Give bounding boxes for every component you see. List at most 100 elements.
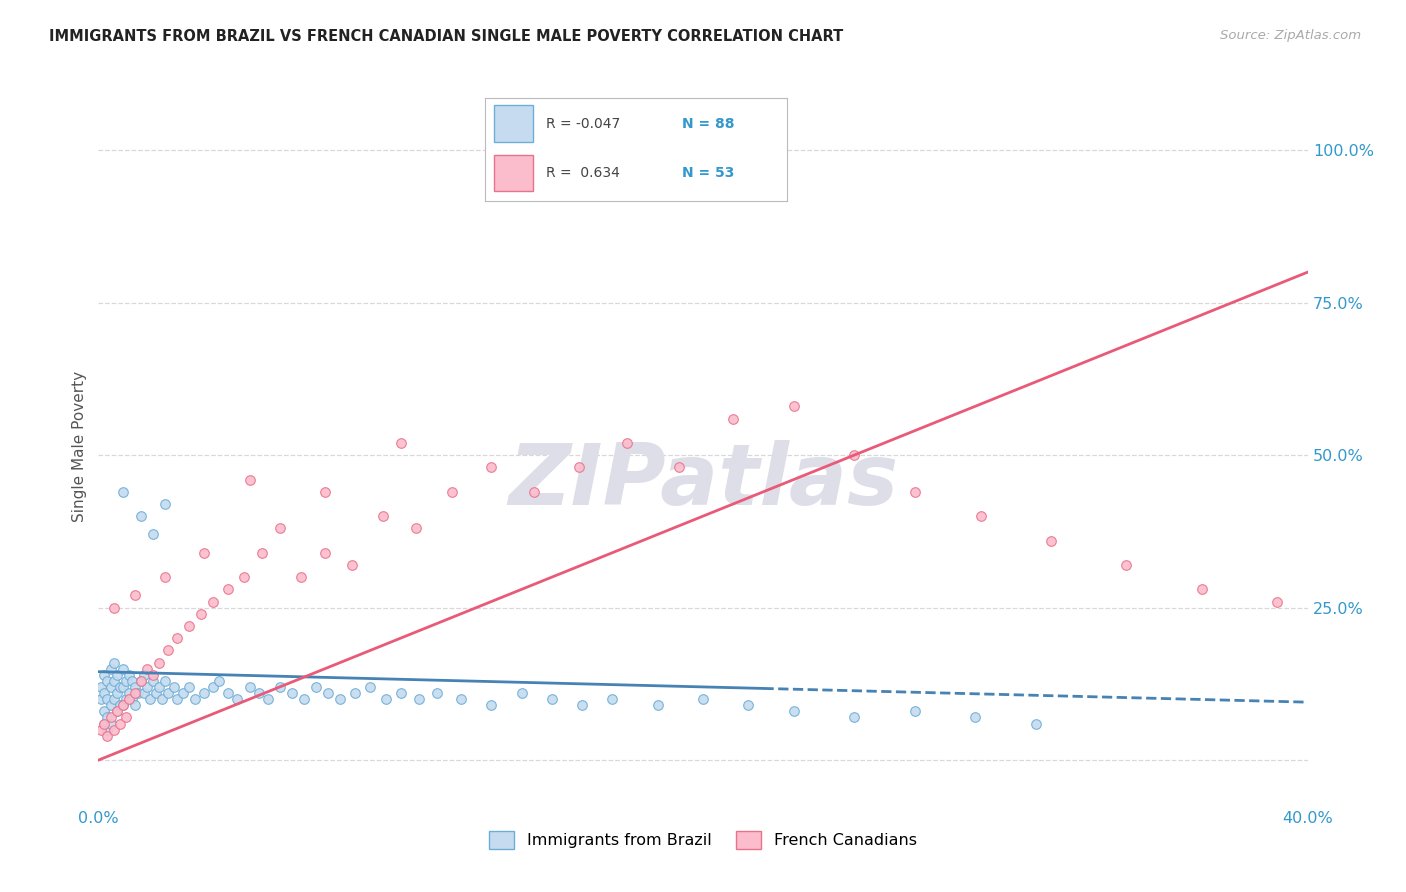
Point <box>145 686 167 700</box>
Point <box>232 570 254 584</box>
Text: IMMIGRANTS FROM BRAZIL VS FRENCH CANADIAN SINGLE MALE POVERTY CORRELATION CHART: IMMIGRANTS FROM BRAZIL VS FRENCH CANADIA… <box>49 29 844 44</box>
Point <box>344 686 367 700</box>
Point <box>247 686 270 700</box>
Point <box>269 521 291 535</box>
Point <box>408 692 430 706</box>
Point <box>150 692 173 706</box>
Text: R =  0.634: R = 0.634 <box>546 166 620 180</box>
Point <box>96 729 118 743</box>
Point <box>139 692 162 706</box>
Point <box>481 460 503 475</box>
Point <box>316 686 339 700</box>
Point <box>844 710 866 724</box>
Point <box>124 698 146 713</box>
Point <box>105 704 128 718</box>
Point <box>148 680 170 694</box>
Point <box>103 692 125 706</box>
Point <box>737 698 759 713</box>
Point <box>111 698 134 713</box>
Point <box>239 473 262 487</box>
Point <box>540 692 562 706</box>
Point <box>342 558 364 572</box>
Point <box>108 716 131 731</box>
Point <box>100 698 122 713</box>
Point <box>124 680 146 694</box>
Point <box>1024 716 1046 731</box>
Point <box>127 686 149 700</box>
Point <box>103 600 125 615</box>
Point <box>114 673 136 688</box>
Text: R = -0.047: R = -0.047 <box>546 117 620 131</box>
Point <box>129 509 152 524</box>
Text: N = 53: N = 53 <box>682 166 734 180</box>
Point <box>568 460 591 475</box>
Bar <box>494 105 533 142</box>
Point <box>148 656 170 670</box>
Point <box>281 686 304 700</box>
Point <box>193 546 215 560</box>
Point <box>93 716 115 731</box>
Point <box>111 698 134 713</box>
Point <box>118 667 141 681</box>
Point <box>153 673 176 688</box>
Point <box>124 589 146 603</box>
Point <box>111 484 134 499</box>
Point <box>135 662 157 676</box>
Y-axis label: Single Male Poverty: Single Male Poverty <box>72 370 87 522</box>
Point <box>450 692 472 706</box>
Point <box>1267 594 1289 608</box>
Point <box>290 570 312 584</box>
Point <box>668 460 690 475</box>
Point <box>481 698 503 713</box>
Point <box>179 680 201 694</box>
Point <box>360 680 382 694</box>
Point <box>208 673 231 688</box>
Point <box>135 680 157 694</box>
Point <box>118 686 141 700</box>
Bar <box>494 154 533 192</box>
Text: Source: ZipAtlas.com: Source: ZipAtlas.com <box>1220 29 1361 42</box>
Point <box>239 680 262 694</box>
Point <box>193 686 215 700</box>
Point <box>226 692 249 706</box>
Point <box>389 436 412 450</box>
Point <box>217 686 239 700</box>
Point <box>129 673 152 688</box>
Point <box>692 692 714 706</box>
Point <box>121 692 143 706</box>
Point <box>100 710 122 724</box>
Point <box>904 484 927 499</box>
Point <box>250 546 273 560</box>
Point <box>602 692 624 706</box>
Point <box>965 710 987 724</box>
Point <box>510 686 533 700</box>
Point <box>314 484 336 499</box>
Point <box>371 509 394 524</box>
Point <box>90 692 112 706</box>
Point <box>314 546 336 560</box>
Point <box>103 723 125 737</box>
Point <box>124 686 146 700</box>
Point <box>90 723 112 737</box>
Point <box>105 667 128 681</box>
Point <box>202 680 225 694</box>
Point <box>96 710 118 724</box>
Point <box>329 692 352 706</box>
Point <box>269 680 291 694</box>
Point <box>217 582 239 597</box>
Point <box>305 680 328 694</box>
Point <box>142 673 165 688</box>
Point <box>844 448 866 462</box>
Point <box>172 686 194 700</box>
Point <box>190 607 212 621</box>
Point <box>616 436 638 450</box>
Point <box>90 680 112 694</box>
Point <box>156 686 179 700</box>
Point <box>142 527 165 541</box>
Point <box>93 704 115 718</box>
Point <box>256 692 278 706</box>
Point <box>118 692 141 706</box>
Point <box>111 662 134 676</box>
Point <box>96 673 118 688</box>
Point <box>179 619 201 633</box>
